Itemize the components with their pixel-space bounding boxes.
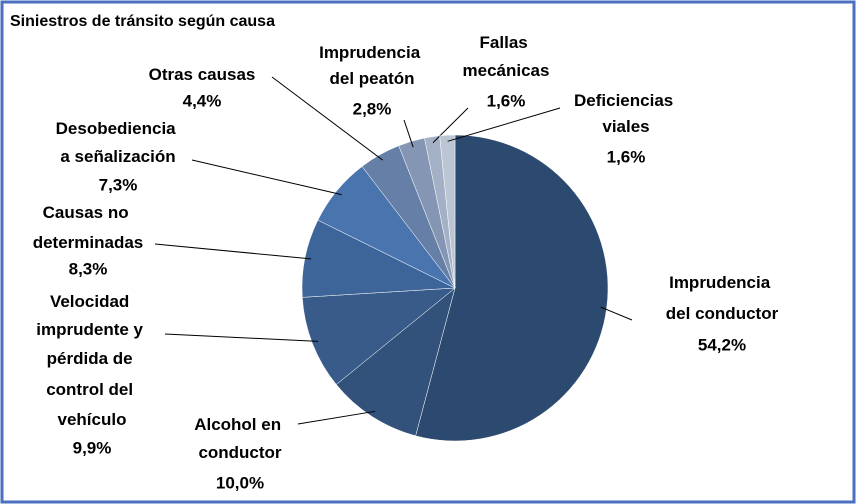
pie-slice xyxy=(302,287,456,385)
leader-line xyxy=(600,306,633,321)
category-label: Fallas mecánicas xyxy=(463,33,550,80)
category-label: Otras causas xyxy=(149,65,256,84)
chart-title: Siniestros de tránsito según causa xyxy=(10,13,275,30)
pie-slice xyxy=(415,134,609,442)
category-label: Desobediencia a señalización xyxy=(56,119,181,166)
value-label: 9,9% xyxy=(73,438,112,457)
category-label: Imprudencia del conductor xyxy=(666,273,779,323)
category-label: Causas no determinadas xyxy=(33,203,144,252)
value-label: 4,4% xyxy=(183,91,222,110)
category-label: Deficiencias viales xyxy=(574,91,678,136)
category-label: Imprudencia del peatón xyxy=(319,43,425,88)
value-label: 1,6% xyxy=(607,147,646,166)
value-label: 54,2% xyxy=(698,335,746,354)
category-label: Alcohol en conductor xyxy=(194,415,286,462)
value-label: 1,6% xyxy=(487,91,526,110)
leader-line xyxy=(403,119,414,148)
value-label: 10,0% xyxy=(216,473,264,492)
leader-line xyxy=(154,243,312,260)
category-label: Velocidad imprudente y pérdida de contro… xyxy=(36,292,147,429)
value-label: 7,3% xyxy=(99,175,138,194)
pie-slice xyxy=(439,134,456,289)
value-label: 2,8% xyxy=(353,99,392,118)
leader-line xyxy=(432,107,469,144)
pie-slice xyxy=(335,287,456,437)
value-label: 8,3% xyxy=(69,259,108,278)
leader-line xyxy=(164,333,319,342)
leader-line xyxy=(271,76,383,161)
leader-line xyxy=(297,410,376,425)
leader-line xyxy=(447,107,561,142)
leader-line xyxy=(191,159,342,196)
